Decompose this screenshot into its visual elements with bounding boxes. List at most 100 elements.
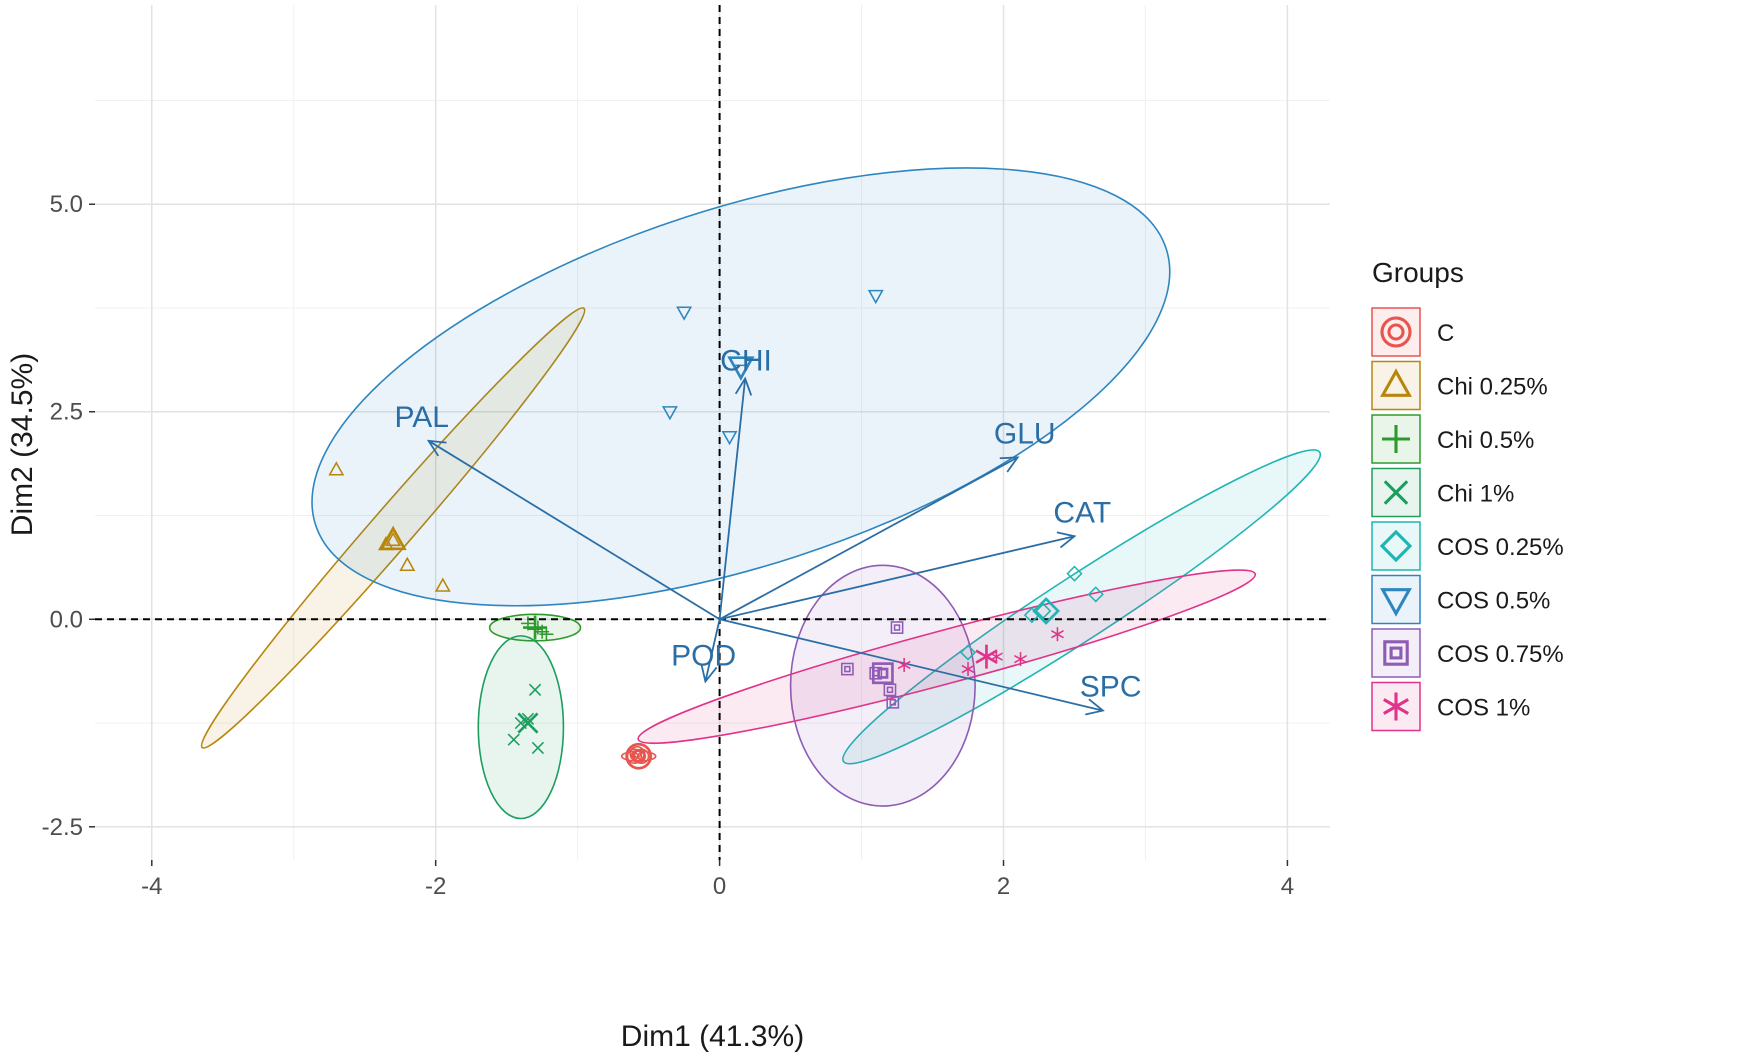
variable-label-pal: PAL bbox=[395, 401, 449, 434]
x-tick-label: 4 bbox=[1281, 873, 1294, 900]
point-cos-1- bbox=[1014, 652, 1028, 667]
legend-marker-cos-0-5- bbox=[1380, 588, 1412, 617]
marker-inner-square bbox=[1389, 646, 1403, 660]
variable-label-glu: GLU bbox=[994, 417, 1056, 450]
marker-triangle bbox=[727, 356, 755, 381]
point-cos-0-75- bbox=[890, 621, 904, 634]
marker-d2 bbox=[528, 683, 542, 696]
marker-triangle bbox=[379, 525, 407, 551]
legend-marker-chi-0-5- bbox=[1382, 425, 1410, 453]
mean-chi-0-25- bbox=[379, 525, 407, 551]
point-cos-0-75- bbox=[840, 662, 854, 676]
ellipse-cos-0-75- bbox=[789, 564, 976, 807]
legend-label-cos-0-75-: COS 0.75% bbox=[1437, 641, 1564, 668]
point-cos-0-25- bbox=[1087, 586, 1104, 603]
point-chi-0-25- bbox=[434, 577, 451, 592]
point-cos-0-25- bbox=[959, 644, 977, 661]
marker-d2 bbox=[517, 712, 539, 734]
arrowhead-spc bbox=[1085, 698, 1105, 716]
point-cos-1- bbox=[961, 662, 975, 677]
mean-cos-0-5- bbox=[727, 356, 755, 381]
legend-marker-chi-0-25- bbox=[1380, 368, 1412, 397]
marker-inner-square bbox=[889, 699, 897, 706]
variable-label-chi: CHI bbox=[720, 345, 772, 378]
legend-label-cos-0-25-: COS 0.25% bbox=[1437, 534, 1564, 561]
point-chi-0-25- bbox=[385, 531, 402, 547]
y-tick-label: 2.5 bbox=[50, 399, 83, 426]
legend-marker-cos-0-75- bbox=[1383, 640, 1409, 666]
legend: Groups C Chi 0.25% Chi 0.5% Chi 1% COS 0.25%… bbox=[1371, 257, 1564, 732]
variable-label-pod: POD bbox=[671, 640, 736, 673]
marker-square bbox=[886, 695, 900, 709]
arrowhead-cat bbox=[1056, 531, 1077, 549]
arrow-pod bbox=[704, 619, 721, 682]
marker-d2 bbox=[1383, 480, 1409, 505]
marker-a3 bbox=[1050, 630, 1064, 639]
legend-marker-chi-1- bbox=[1383, 480, 1409, 505]
point-chi-1- bbox=[531, 741, 545, 755]
legend-marker-cos-1- bbox=[1383, 692, 1409, 721]
point-cos-1- bbox=[1050, 627, 1064, 642]
marker-triangle bbox=[867, 289, 884, 305]
arrowhead-chi bbox=[734, 376, 753, 396]
arrowhead-glu bbox=[999, 456, 1020, 473]
marker-diamond bbox=[1066, 565, 1083, 582]
ellipse-chi-1- bbox=[477, 635, 565, 820]
marker-square bbox=[1383, 640, 1409, 666]
marker-square bbox=[890, 621, 904, 634]
y-tick-label: 5.0 bbox=[50, 191, 83, 218]
marker-diamond bbox=[1032, 597, 1060, 625]
mean-cos-0-75- bbox=[871, 662, 894, 685]
marker-inner-circle bbox=[631, 748, 647, 764]
point-chi-0-5- bbox=[539, 627, 554, 642]
marker-d2 bbox=[521, 712, 535, 726]
legend-label-cos-0-5-: COS 0.5% bbox=[1437, 588, 1550, 615]
marker-circle bbox=[1380, 316, 1412, 348]
marker-triangle bbox=[434, 577, 451, 592]
marker-circle bbox=[625, 742, 653, 770]
legend-label-cos-1-: COS 1% bbox=[1437, 695, 1530, 722]
marker-inner-square bbox=[844, 665, 851, 673]
marker-triangle bbox=[328, 461, 345, 476]
grid bbox=[95, 5, 1330, 860]
mean-cos-0-25- bbox=[1032, 597, 1060, 625]
marker-diamond bbox=[1035, 602, 1052, 620]
legend-label-chi-1-: Chi 1% bbox=[1437, 481, 1514, 508]
marker-triangle bbox=[1380, 368, 1412, 397]
legend-label-chi-0-5-: Chi 0.5% bbox=[1437, 427, 1534, 454]
marker-inner-square bbox=[886, 686, 894, 694]
marker-diamond bbox=[959, 644, 977, 661]
y-axis-title: Dim2 (34.5%) bbox=[6, 353, 39, 536]
y-tick-label: -2.5 bbox=[42, 814, 83, 841]
x-tick-label: 0 bbox=[713, 873, 726, 900]
marker-a3 bbox=[897, 660, 911, 670]
marker-triangle bbox=[385, 531, 402, 547]
point-cos-0-75- bbox=[883, 683, 897, 697]
data-points bbox=[328, 289, 1104, 770]
marker-triangle bbox=[399, 556, 416, 571]
marker-a3 bbox=[1014, 654, 1028, 664]
variable-label-cat: CAT bbox=[1053, 496, 1111, 529]
marker-triangle bbox=[1380, 588, 1412, 617]
x-axis-title: Dim1 (41.3%) bbox=[621, 1020, 804, 1053]
point-chi-1- bbox=[528, 683, 542, 696]
legend-key-cos-0-25- bbox=[1371, 521, 1421, 571]
arrow-glu bbox=[719, 456, 1019, 621]
marker-square bbox=[883, 683, 897, 697]
point-cos-0-25- bbox=[1066, 565, 1083, 582]
marker-a3 bbox=[961, 664, 975, 674]
marker-triangle bbox=[661, 406, 678, 421]
legend-key-c bbox=[1371, 307, 1421, 357]
axes: -4 -2 0 2 4 -2.5 0.0 2.5 5.0 bbox=[42, 191, 1294, 900]
marker-diamond bbox=[1087, 586, 1104, 603]
y-tick-label: 0.0 bbox=[50, 606, 83, 633]
arrow-pal bbox=[428, 440, 721, 621]
marker-square bbox=[871, 662, 894, 685]
mean-c bbox=[625, 742, 653, 770]
reference-lines bbox=[95, 5, 1330, 860]
legend-label-chi-0-25-: Chi 0.25% bbox=[1437, 374, 1548, 401]
x-tick-label: -4 bbox=[141, 873, 162, 900]
point-chi-0-25- bbox=[328, 461, 345, 476]
variable-label-spc: SPC bbox=[1080, 671, 1142, 704]
